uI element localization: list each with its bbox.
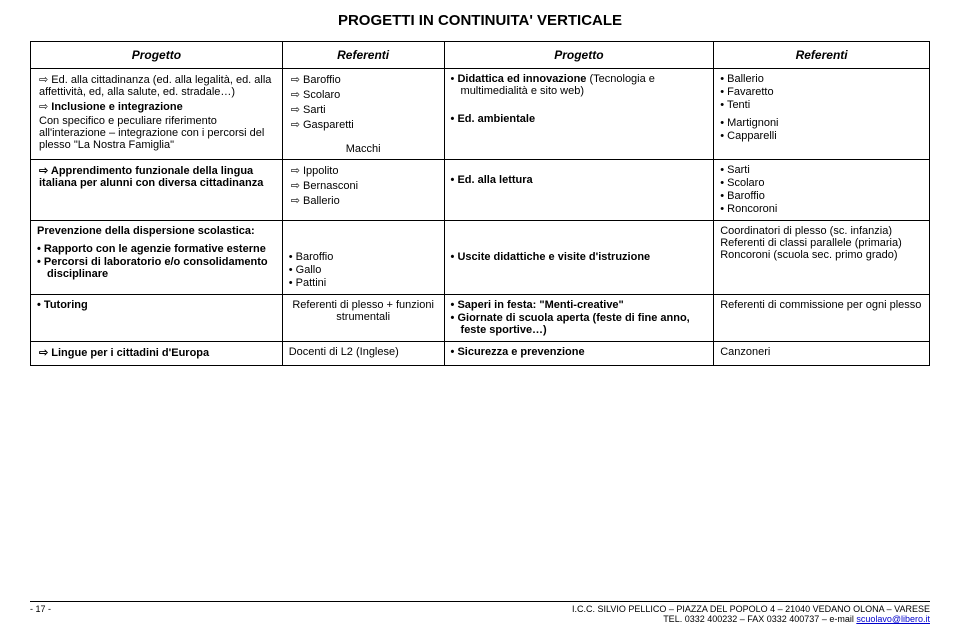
- referent-text: Canzoneri: [714, 342, 930, 366]
- footer-line: TEL. 0332 400232 – FAX 0332 400737 – e-m…: [572, 614, 930, 624]
- project-item: Inclusione e integrazione: [39, 100, 276, 113]
- referent: Gasparetti: [291, 118, 438, 131]
- project-item: Lingue per i cittadini d'Europa: [39, 346, 276, 359]
- referent-text: Coordinatori di plesso (sc. infanzia) Re…: [714, 221, 930, 295]
- project-item: Tutoring: [47, 299, 276, 311]
- referent: Sarti: [291, 103, 438, 116]
- referent: Ballerio: [730, 73, 923, 85]
- referent: Bernasconi: [291, 179, 438, 192]
- project-item: Saperi in festa: "Menti-creative": [461, 299, 708, 311]
- referent-text: Docenti di L2 (Inglese): [282, 342, 444, 366]
- project-item: Apprendimento funzionale della lingua it…: [39, 164, 276, 189]
- project-item: Percorsi di laboratorio e/o consolidamen…: [47, 256, 276, 280]
- referent: Favaretto: [730, 86, 923, 98]
- project-item: Giornate di scuola aperta (feste di fine…: [461, 312, 708, 336]
- referent: Baroffio: [299, 251, 438, 263]
- referent: Scolaro: [291, 88, 438, 101]
- table-row: Prevenzione della dispersione scolastica…: [31, 221, 930, 295]
- referent: Roncoroni: [730, 203, 923, 215]
- referent: Ippolito: [291, 164, 438, 177]
- projects-table: Progetto Referenti Progetto Referenti Ed…: [30, 41, 930, 366]
- referent: Ballerio: [291, 194, 438, 207]
- page-footer: - 17 - I.C.C. SILVIO PELLICO – PIAZZA DE…: [30, 601, 930, 624]
- referent: Scolaro: [730, 177, 923, 189]
- project-item: Sicurezza e prevenzione: [461, 346, 708, 358]
- project-item: Ed. alla cittadinanza (ed. alla legalità…: [39, 73, 276, 98]
- table-row: Tutoring Referenti di plesso + funzioni …: [31, 295, 930, 342]
- project-desc: Con specifico e peculiare riferimento al…: [37, 115, 276, 151]
- project-item: Didattica ed innovazione (Tecnologia e m…: [461, 73, 708, 97]
- project-head: Prevenzione della dispersione scolastica…: [37, 225, 276, 237]
- table-header-row: Progetto Referenti Progetto Referenti: [31, 42, 930, 69]
- footer-line: I.C.C. SILVIO PELLICO – PIAZZA DEL POPOL…: [572, 604, 930, 614]
- project-item: Ed. ambientale: [461, 113, 708, 125]
- footer-email-link[interactable]: scuolavo@libero.it: [856, 614, 930, 624]
- referent-text: Referenti di plesso + funzioni strumenta…: [282, 295, 444, 342]
- project-item: Uscite didattiche e visite d'istruzione: [461, 251, 708, 263]
- table-row: Apprendimento funzionale della lingua it…: [31, 160, 930, 221]
- referent: Sarti: [730, 164, 923, 176]
- referent: Macchi: [289, 133, 438, 155]
- page-title: PROGETTI IN CONTINUITA' VERTICALE: [30, 12, 930, 29]
- referent: Capparelli: [730, 130, 923, 142]
- project-item: Ed. alla lettura: [461, 174, 708, 186]
- referent: Baroffio: [730, 190, 923, 202]
- table-row: Ed. alla cittadinanza (ed. alla legalità…: [31, 69, 930, 160]
- col-header: Progetto: [31, 42, 283, 69]
- col-header: Referenti: [282, 42, 444, 69]
- page-number: - 17 -: [30, 604, 51, 624]
- referent: Tenti: [730, 99, 923, 111]
- project-item: Rapporto con le agenzie formative estern…: [47, 243, 276, 255]
- referent: Martignoni: [730, 117, 923, 129]
- referent: Baroffio: [291, 73, 438, 86]
- table-row: Lingue per i cittadini d'Europa Docenti …: [31, 342, 930, 366]
- referent: Pattini: [299, 277, 438, 289]
- referent-text: Referenti di commissione per ogni plesso: [714, 295, 930, 342]
- col-header: Progetto: [444, 42, 714, 69]
- referent: Gallo: [299, 264, 438, 276]
- col-header: Referenti: [714, 42, 930, 69]
